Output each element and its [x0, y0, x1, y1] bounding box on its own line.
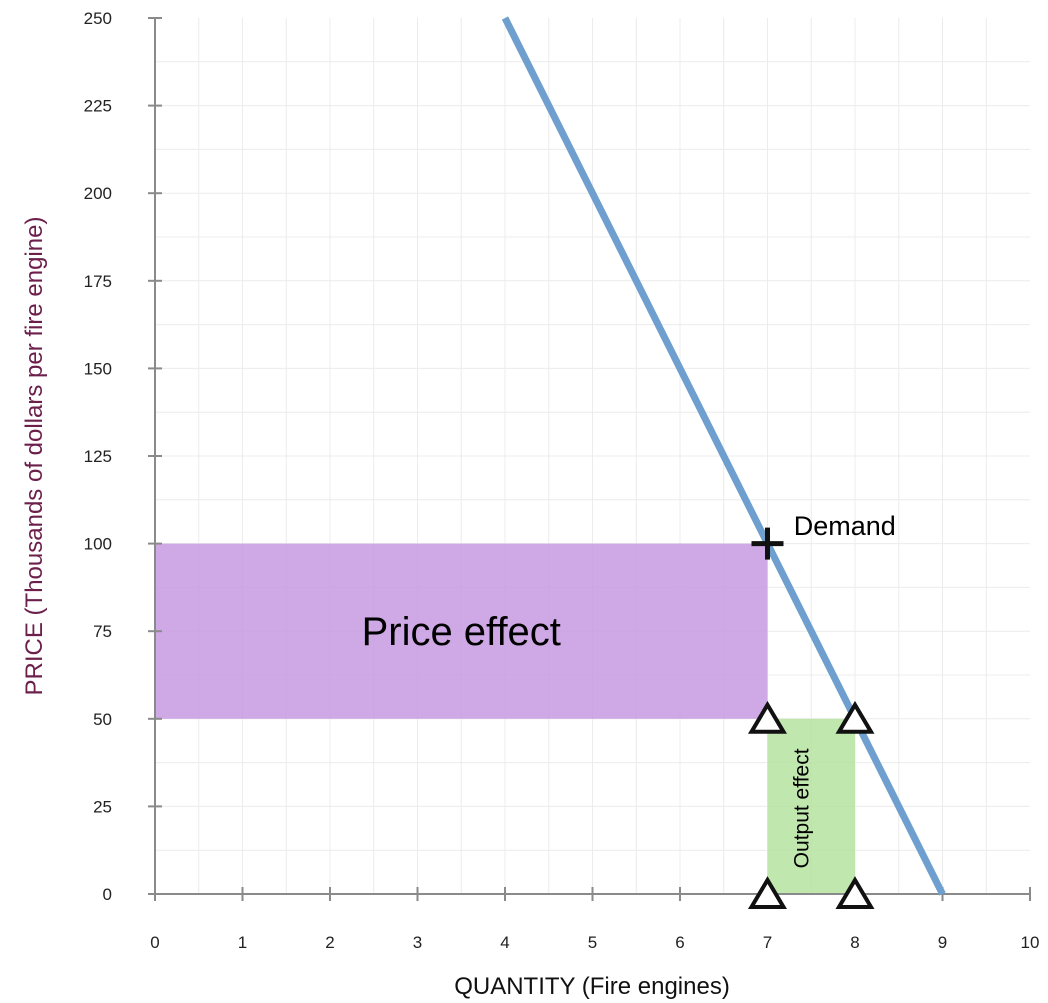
y-tick-label: 25 — [93, 797, 112, 816]
y-tick-label: 200 — [84, 184, 112, 203]
y-tick-label: 0 — [103, 885, 112, 904]
triangle-marker — [747, 700, 788, 734]
triangle-marker — [835, 876, 875, 909]
y-tick-label: 125 — [84, 447, 112, 466]
x-tick-label: 8 — [850, 933, 859, 952]
labels: 0 1 2 3 4 5 6 7 8 9 100255075100125150175200225250… — [84, 9, 1040, 952]
region-output-effect — [767, 718, 855, 894]
x-tick-label: 6 — [675, 933, 684, 952]
x-tick-label: 3 — [413, 933, 422, 952]
y-tick-label: 50 — [93, 710, 112, 729]
shaded-regions — [155, 543, 855, 894]
x-tick-label: 2 — [325, 933, 334, 952]
grid — [155, 18, 1030, 894]
demand-line — [501, 16, 946, 896]
y-tick-label: 75 — [93, 622, 112, 641]
x-tick-label: 7 — [763, 933, 772, 952]
x-tick-label: 1 — [238, 933, 247, 952]
x-tick-label: 4 — [500, 933, 509, 952]
series-lines — [501, 16, 946, 896]
y-tick-label: 175 — [84, 272, 112, 291]
point-markers — [747, 527, 875, 909]
y-tick-label: 250 — [84, 9, 112, 28]
axes — [148, 17, 1031, 901]
x-tick-label: 10 — [1021, 933, 1040, 952]
price-effect-label: Price effect — [362, 610, 561, 654]
region-price-effect — [155, 543, 768, 719]
y-tick-label: 100 — [84, 535, 112, 554]
demand-label: Demand — [794, 511, 896, 541]
y-tick-label: 150 — [84, 359, 112, 378]
triangle-marker — [835, 700, 875, 734]
triangle-marker — [747, 876, 788, 909]
x-tick-label: 9 — [938, 933, 947, 952]
x-axis-title: QUANTITY (Fire engines) — [454, 973, 730, 1000]
y-axis-title: PRICE (Thousands of dollars per fire eng… — [21, 217, 48, 696]
output-effect-label: Output effect — [791, 748, 814, 868]
x-tick-label: 5 — [588, 933, 597, 952]
x-tick-label: 0 — [150, 933, 159, 952]
y-tick-label: 225 — [84, 97, 112, 116]
